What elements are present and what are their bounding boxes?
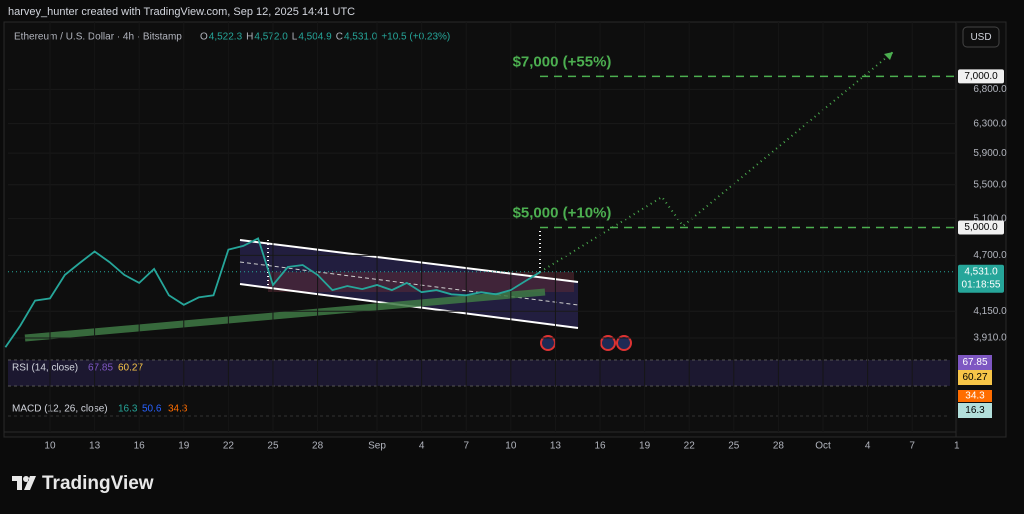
price-label-box [958,69,1004,84]
logo-mark [12,476,36,490]
x-tick-label: 19 [639,441,651,452]
x-tick-label: Oct [815,441,831,452]
countdown: 01:18:55 [962,279,1001,290]
legend-value: 4,572.0 [254,32,288,43]
macd-title: MACD (12, 26, close) [12,404,108,415]
y-tick-label: 4,700.0 [973,250,1007,261]
rsi-axis-ma: 60.27 [962,372,987,383]
currency-label[interactable]: USD [970,32,991,43]
macd-signal: 34.3 [168,404,188,415]
y-tick-label: 5,500.0 [973,179,1007,190]
x-tick-label: 7 [463,441,469,452]
x-tick-label: 25 [728,441,740,452]
macd-axis-label [958,403,992,418]
macd-axis-signal: 34.3 [965,391,985,402]
price-line [4,237,542,348]
x-tick-label: 10 [44,441,56,452]
y-tick-label: 3,910.0 [973,333,1007,344]
y-tick-label: 5,100.0 [973,213,1007,224]
price-label-box [958,220,1004,235]
macd-axis-label [958,390,992,402]
event-icon[interactable] [600,335,616,351]
legend-value: 4,531.0 [344,32,378,43]
rsi-axis-label [958,355,992,370]
projection [539,51,894,273]
y-tick-label: 6,800.0 [973,84,1007,95]
rsi-axis-label [958,370,992,385]
rsi-value: 67.85 [88,363,113,374]
x-tick-label: 19 [178,441,190,452]
target-annotation: $7,000 (+55%) [513,53,612,70]
macd-value: 50.6 [142,404,162,415]
x-tick-label: 4 [865,441,871,452]
event-icon[interactable] [616,335,632,351]
x-tick-label: 13 [89,441,101,452]
legend-value: 4,522.3 [209,32,243,43]
x-tick-label: 1 [954,441,960,452]
support-line [24,288,546,342]
macd-axis-hist: 16.3 [965,405,985,416]
x-tick-label: 13 [550,441,562,452]
y-tick-label: 4,150.0 [973,306,1007,317]
legend-ohlc: O 4,522.3 H 4,572.0 L 4,504.9 C 4,531.0 +10.5 (+… [200,32,450,43]
last-price-label: 4,531.0 [964,266,998,277]
x-tick-label: 28 [312,441,324,452]
footer-brand: TradingView [42,473,154,494]
x-tick-label: 28 [773,441,785,452]
x-tick-label: 22 [223,441,235,452]
legend-key: C [336,32,343,43]
projection-arrow [884,52,893,60]
macd-hist: 16.3 [118,404,138,415]
y-tick-label: 6,300.0 [973,118,1007,129]
legend-value: 4,504.9 [298,32,332,43]
last-price-box [958,264,1004,293]
legend-change: +10.5 (+0.23%) [381,32,450,43]
legend-symbol: Ethereum / U.S. Dollar · 4h · Bitstamp [14,32,182,43]
rsi-title: RSI (14, close) [12,363,78,374]
x-tick-label: 16 [594,441,606,452]
legend-key: H [246,32,253,43]
header: harvey_hunter created with TradingView.c… [8,6,355,18]
y-tick-label: 5,900.0 [973,148,1007,159]
channel-top [239,239,579,283]
x-tick-label: 16 [134,441,146,452]
x-tick-label: 7 [909,441,915,452]
price-label: 7,000.0 [964,71,998,82]
rsi-pane [8,360,950,386]
legend-key: L [292,32,298,43]
target-annotation: $5,000 (+10%) [513,204,612,221]
legend-key: O [200,32,208,43]
price-label: 5,000.0 [964,222,998,233]
currency-button[interactable] [962,26,1000,48]
rsi-ma: 60.27 [118,363,143,374]
x-tick-label: 22 [684,441,696,452]
x-tick-label: 4 [419,441,425,452]
rsi-axis-value: 67.85 [962,357,987,368]
event-icons [540,335,632,351]
footer-logo: TradingView [12,473,154,494]
x-tick-label: 10 [505,441,517,452]
x-tick-label: Sep [368,441,386,452]
x-tick-label: 25 [267,441,279,452]
